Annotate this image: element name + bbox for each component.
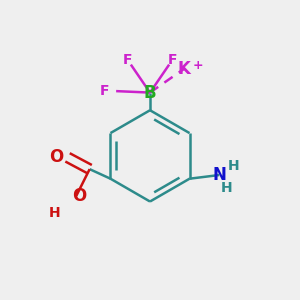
Text: H: H	[228, 159, 240, 173]
Text: O: O	[72, 187, 86, 205]
Text: F: F	[123, 53, 133, 67]
Text: B: B	[144, 84, 156, 102]
Text: F: F	[167, 53, 177, 67]
Text: H: H	[221, 181, 232, 195]
Text: O: O	[49, 148, 64, 166]
Text: +: +	[193, 59, 203, 72]
Text: N: N	[212, 166, 226, 184]
Text: H: H	[49, 206, 60, 220]
Text: K: K	[177, 60, 190, 78]
Text: F: F	[100, 84, 110, 98]
